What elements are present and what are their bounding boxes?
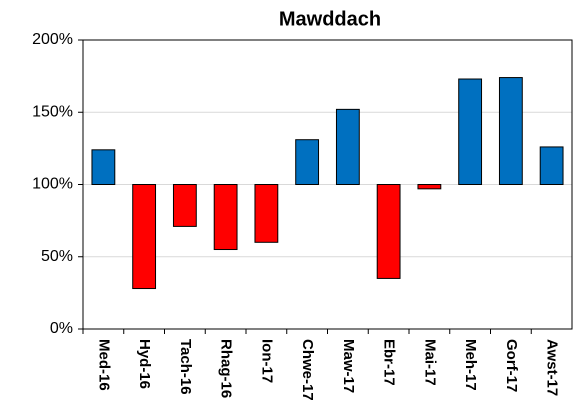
- bar: [172, 184, 197, 227]
- y-tick-label: 100%: [32, 176, 73, 193]
- bar: [458, 78, 483, 185]
- y-tick-label: 150%: [32, 103, 73, 120]
- bar: [91, 149, 116, 186]
- x-tick-label: Chwe-17: [299, 339, 316, 401]
- bar: [417, 184, 442, 190]
- y-tick-label: 0%: [50, 320, 73, 337]
- x-tick-label: Ebr-17: [381, 339, 398, 386]
- bar: [335, 108, 360, 185]
- y-tick-label: 200%: [32, 31, 73, 48]
- x-tick-label: Hyd-16: [136, 339, 153, 389]
- x-tick-label: Med-16: [95, 339, 112, 391]
- y-tick-label: 50%: [41, 248, 73, 265]
- x-tick-label: Maw-17: [340, 339, 357, 393]
- bar: [254, 184, 279, 243]
- bar: [132, 184, 157, 290]
- x-tick-label: Tach-16: [177, 339, 194, 395]
- bar: [376, 184, 401, 279]
- bar: [295, 139, 320, 185]
- x-tick-label: Gorf-17: [503, 339, 520, 392]
- bar: [213, 184, 238, 251]
- x-tick-label: Rhag-16: [218, 339, 235, 398]
- bar: [539, 146, 564, 185]
- chart-title: Mawddach: [279, 8, 381, 30]
- x-tick-label: Awst-17: [544, 339, 561, 396]
- x-tick-label: Ion-17: [258, 339, 275, 383]
- x-tick-label: Mai-17: [421, 339, 438, 386]
- bar: [498, 77, 523, 185]
- x-tick-label: Meh-17: [462, 339, 479, 391]
